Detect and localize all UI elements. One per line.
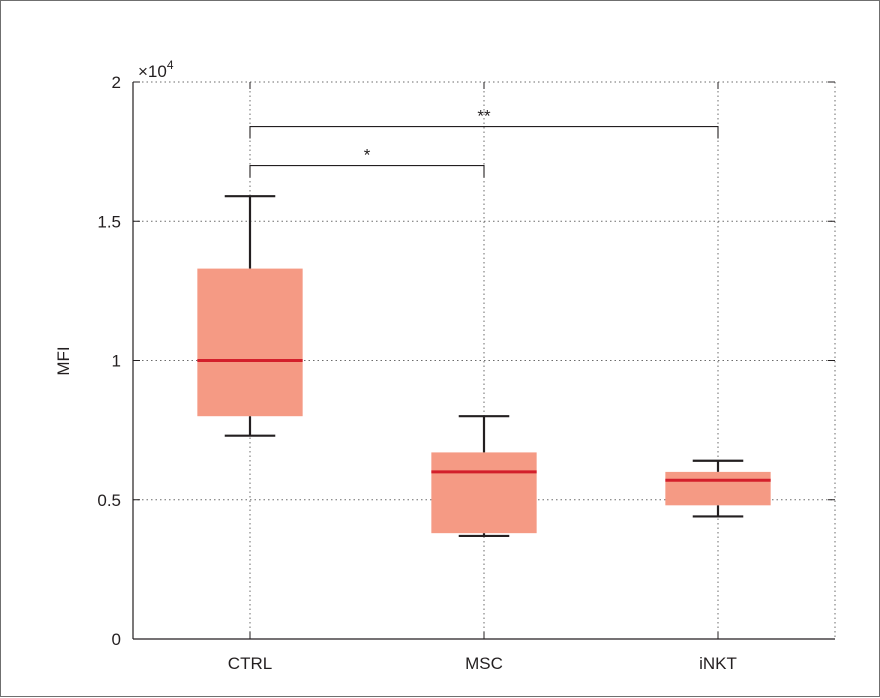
y-tick-label: 1 (112, 352, 121, 371)
significance-label: ** (477, 107, 491, 126)
y-tick-label: 0 (112, 630, 121, 649)
significance-bracket: * (249, 146, 485, 178)
significance-bracket: ** (249, 107, 719, 139)
x-tick-label-ctrl: CTRL (228, 654, 272, 673)
labels: MFI ×104 0 0.5 1 1.5 2 CTRL MSC iNKT (54, 58, 737, 673)
box-inkt (665, 459, 771, 518)
box-iqr (197, 268, 303, 417)
y-tick-label: 2 (112, 73, 121, 92)
y-axis-title: MFI (54, 346, 73, 375)
boxes (197, 195, 771, 538)
box-iqr (431, 452, 537, 534)
box-msc (431, 415, 537, 538)
bracket-line (249, 165, 485, 178)
y-tick-label: 0.5 (97, 491, 121, 510)
y-multiplier-exponent: 4 (167, 58, 174, 72)
box-iqr (665, 471, 771, 506)
x-tick-label-msc: MSC (465, 654, 503, 673)
bracket-line (249, 126, 719, 139)
significance-label: * (364, 146, 371, 165)
y-multiplier-base: ×10 (138, 62, 167, 81)
y-multiplier-label: ×104 (138, 58, 174, 81)
box-ctrl (197, 195, 303, 437)
y-tick-label: 1.5 (97, 212, 121, 231)
significance-brackets: *** (249, 107, 719, 178)
x-tick-label-inkt: iNKT (699, 654, 737, 673)
axes (132, 81, 835, 640)
